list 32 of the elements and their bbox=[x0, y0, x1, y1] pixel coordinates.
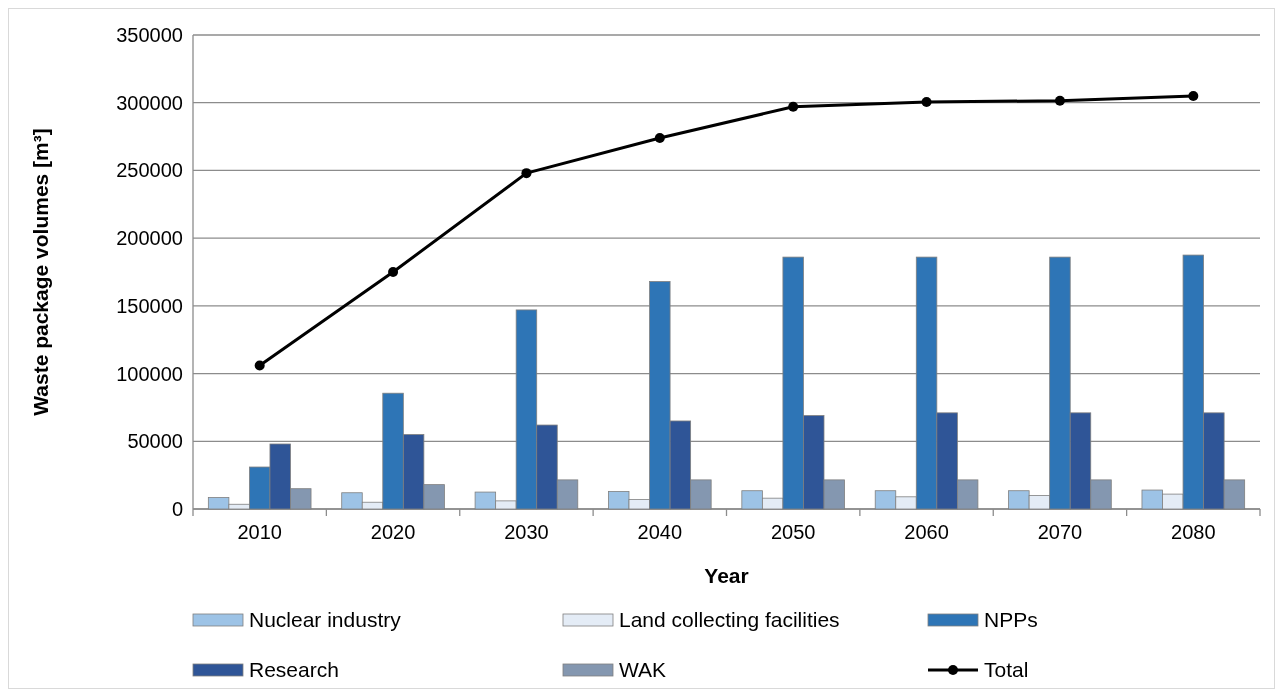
point bbox=[921, 97, 932, 108]
y-tick-label: 300000 bbox=[116, 91, 183, 114]
x-tick-label: 2080 bbox=[1171, 521, 1216, 543]
x-tick-label: 2040 bbox=[637, 521, 683, 543]
point bbox=[1188, 90, 1199, 101]
x-axis-title: Year bbox=[704, 564, 749, 587]
legend-label: Nuclear industry bbox=[249, 608, 402, 632]
legend-label: Total bbox=[984, 658, 1029, 682]
x-tick-label: 2020 bbox=[370, 521, 416, 543]
x-tick-label: 2060 bbox=[904, 521, 949, 543]
point bbox=[388, 267, 399, 277]
legend-label: Land collecting facilities bbox=[619, 608, 840, 632]
x-tick-label: 2050 bbox=[770, 521, 816, 543]
x-tick-label: 2070 bbox=[1037, 521, 1083, 543]
x-tick-label: 2030 bbox=[504, 521, 549, 543]
legend-label: WAK bbox=[619, 658, 667, 682]
y-tick-label: 100000 bbox=[116, 362, 183, 385]
y-tick-label: 0 bbox=[171, 498, 183, 520]
y-axis-title: Waste package volumes [m³] bbox=[29, 128, 52, 416]
y-tick-label: 350000 bbox=[116, 24, 183, 46]
point bbox=[654, 132, 665, 143]
point bbox=[521, 168, 532, 179]
point bbox=[254, 360, 265, 371]
y-tick-label: 50000 bbox=[127, 430, 183, 453]
point bbox=[788, 101, 799, 112]
y-tick-label: 250000 bbox=[116, 159, 183, 182]
y-tick-label: 150000 bbox=[116, 294, 183, 317]
legend-label: Research bbox=[249, 658, 339, 682]
y-tick-label: 200000 bbox=[116, 227, 183, 250]
legend-label: NPPs bbox=[984, 608, 1038, 632]
point bbox=[1054, 95, 1065, 106]
x-tick-label: 2010 bbox=[237, 521, 282, 543]
